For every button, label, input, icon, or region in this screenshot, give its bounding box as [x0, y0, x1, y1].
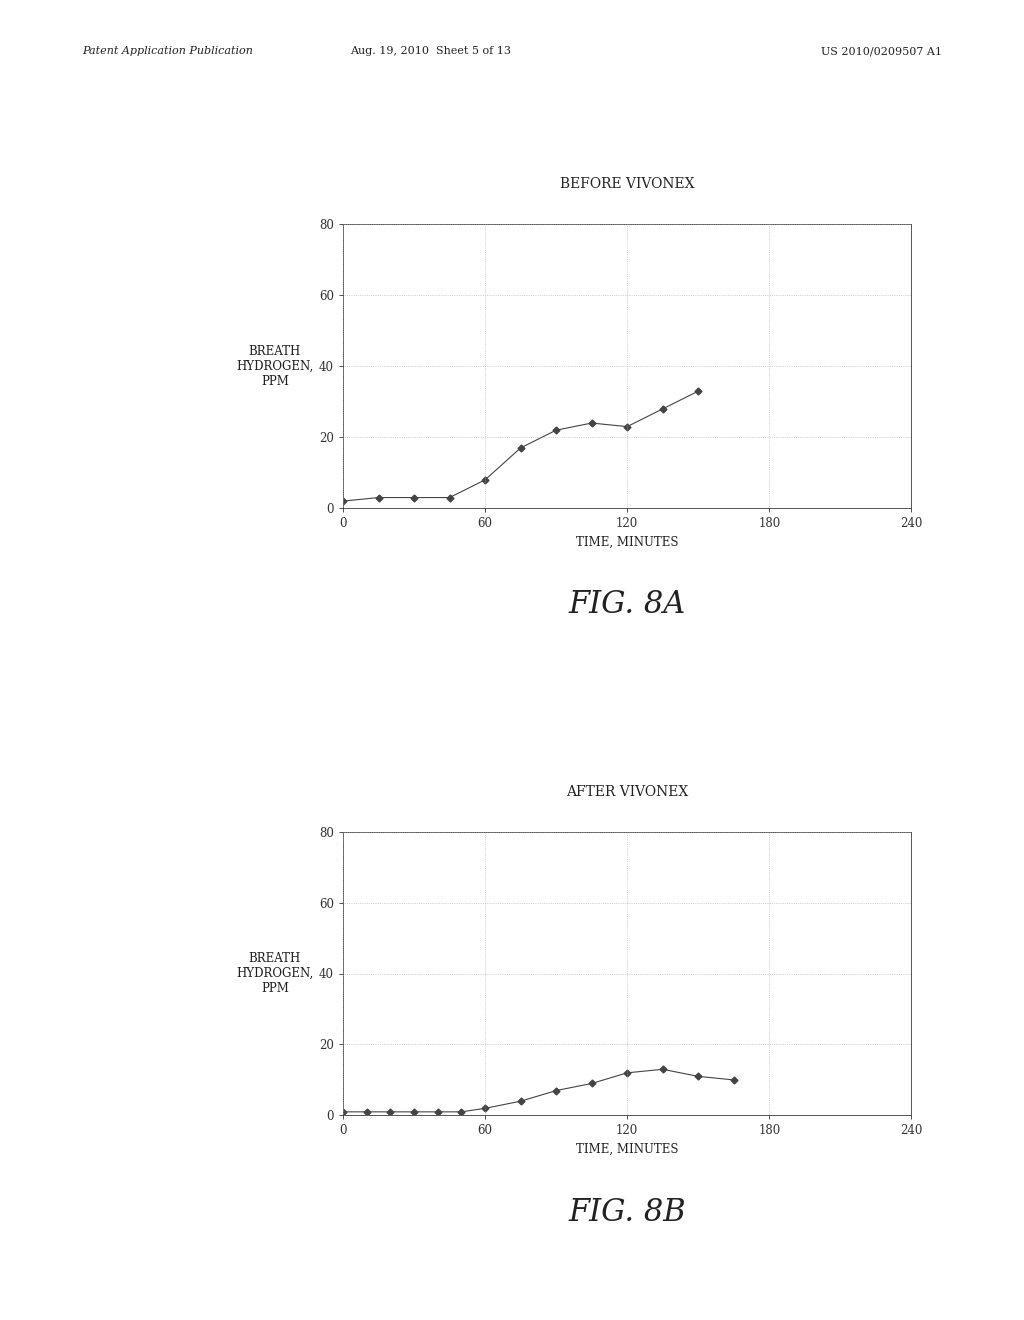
Text: US 2010/0209507 A1: US 2010/0209507 A1: [821, 46, 942, 57]
X-axis label: TIME, MINUTES: TIME, MINUTES: [575, 536, 679, 549]
Text: Patent Application Publication: Patent Application Publication: [82, 46, 253, 57]
Text: AFTER VIVONEX: AFTER VIVONEX: [566, 784, 688, 799]
Text: FIG. 8A: FIG. 8A: [568, 590, 686, 620]
Text: BEFORE VIVONEX: BEFORE VIVONEX: [560, 177, 694, 191]
Y-axis label: BREATH
HYDROGEN,
PPM: BREATH HYDROGEN, PPM: [237, 952, 313, 995]
Y-axis label: BREATH
HYDROGEN,
PPM: BREATH HYDROGEN, PPM: [237, 345, 313, 388]
X-axis label: TIME, MINUTES: TIME, MINUTES: [575, 1143, 679, 1156]
Text: Aug. 19, 2010  Sheet 5 of 13: Aug. 19, 2010 Sheet 5 of 13: [349, 46, 511, 57]
Text: FIG. 8B: FIG. 8B: [568, 1197, 686, 1228]
